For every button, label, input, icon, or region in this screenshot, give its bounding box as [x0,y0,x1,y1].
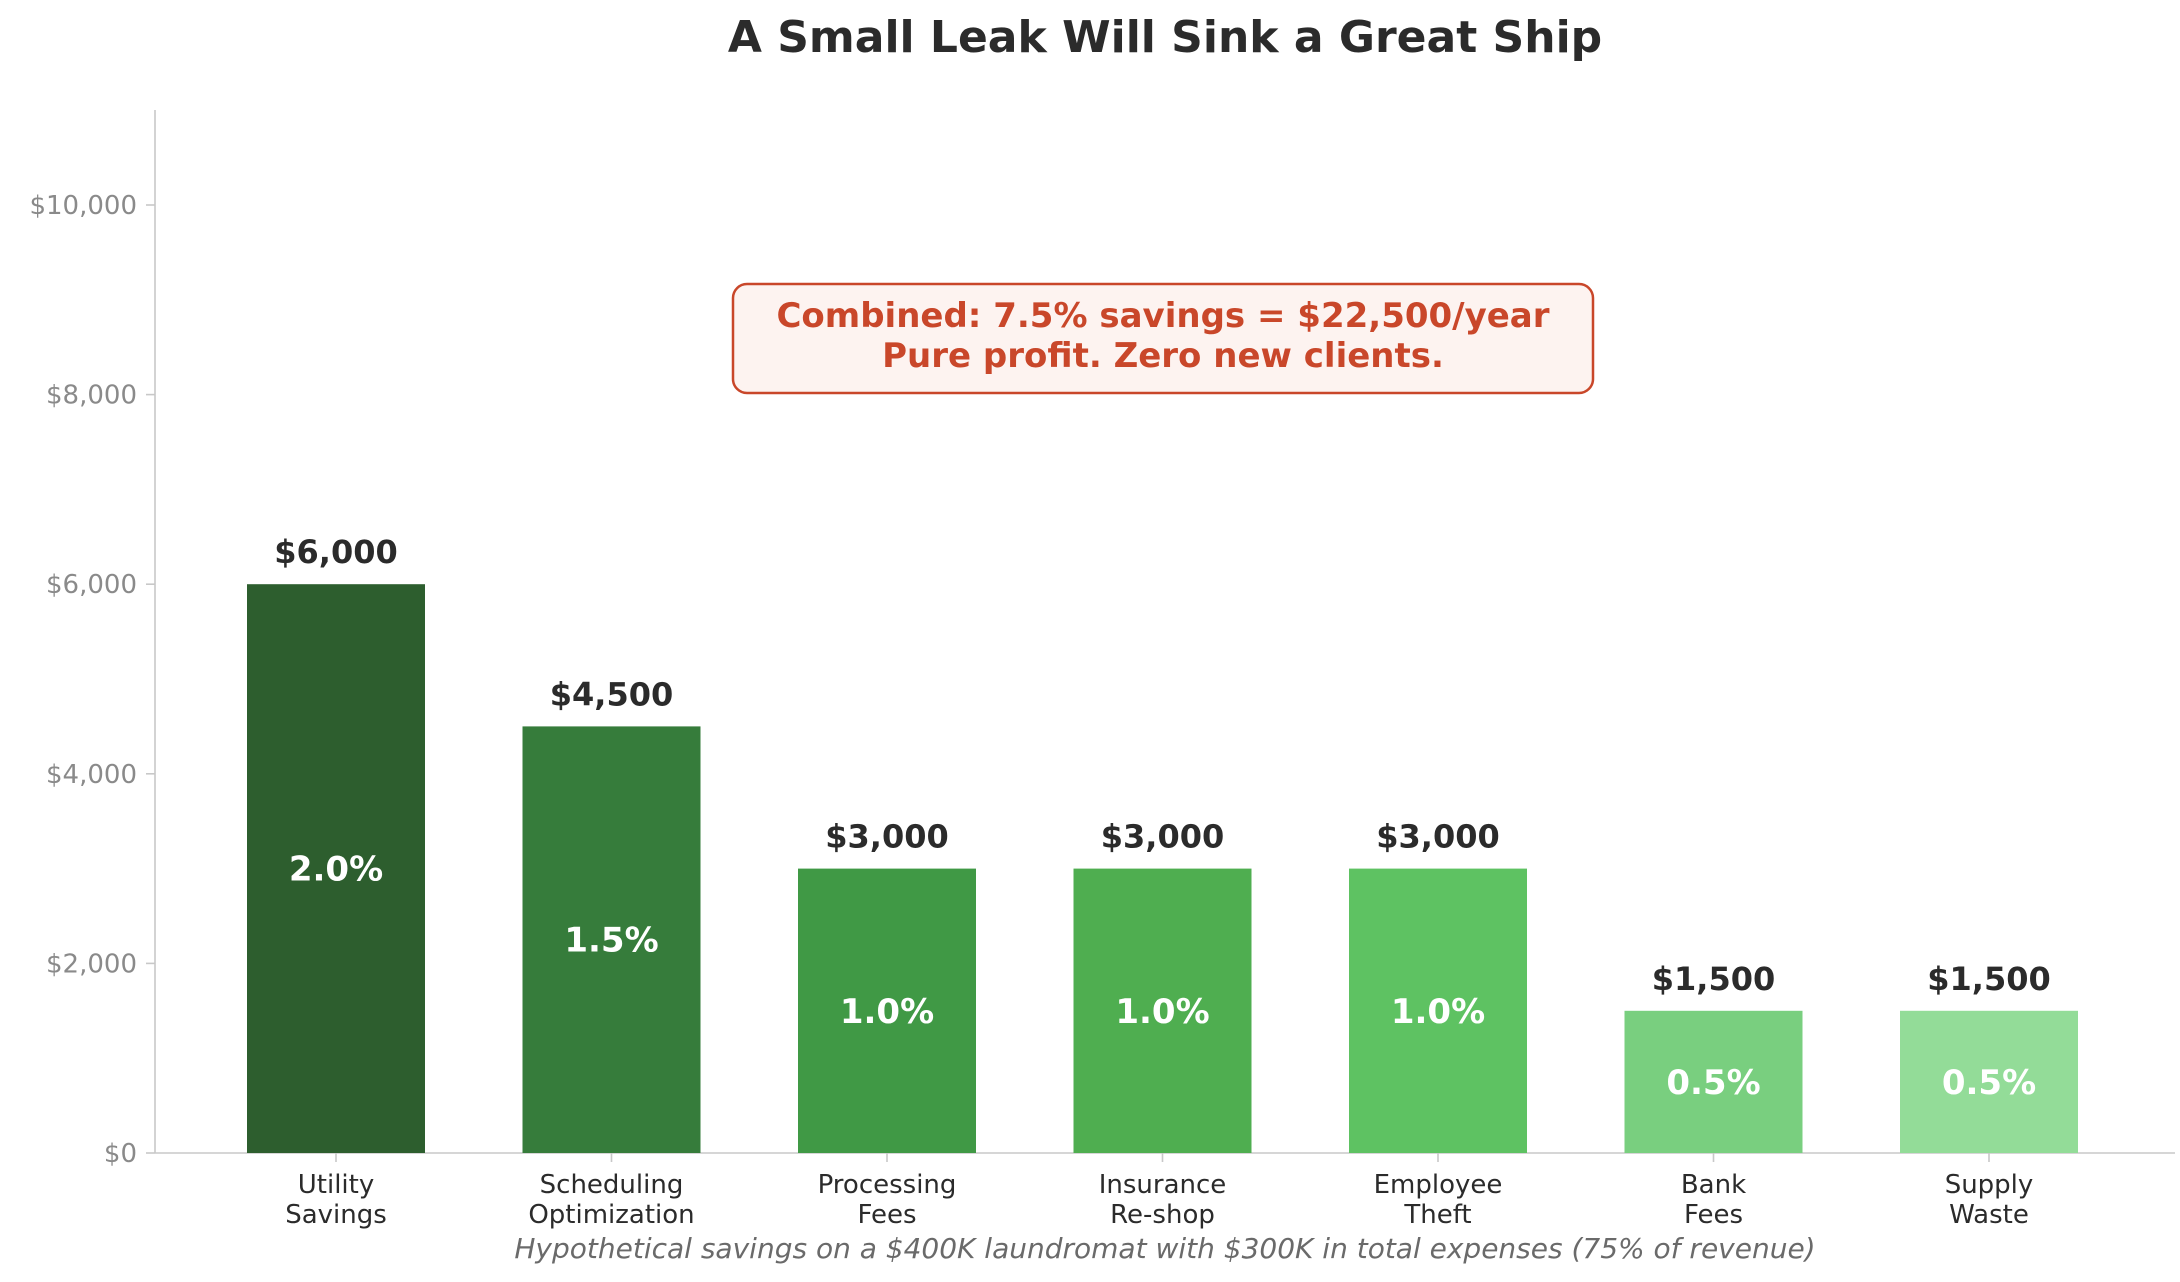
x-tick-label: Savings [285,1200,387,1230]
bar-percent-label: 1.0% [1391,992,1485,1032]
bar-value-label: $1,500 [1652,960,1775,998]
chart-title: A Small Leak Will Sink a Great Ship [728,12,1602,63]
footnote: Hypothetical savings on a $400K laundrom… [514,1232,1815,1265]
bar-value-label: $1,500 [1927,960,2050,998]
bar-value-label: $4,500 [550,675,673,713]
bar [247,584,425,1153]
bar-value-label: $6,000 [274,533,397,571]
bar-group: $3,000 1.0% [798,818,976,1153]
bar-percent-label: 0.5% [1942,1063,2036,1103]
bar [1900,1010,2078,1153]
y-axis: $0 $2,000 $4,000 $6,000 $8,000 $10,000 [29,110,156,1169]
x-tick-label: Fees [857,1200,916,1230]
bar-group: $1,500 0.5% [1624,960,1803,1153]
bar-group: $6,000 2.0% [247,533,425,1153]
x-tick-label: Scheduling [540,1170,684,1200]
x-tick-label: Processing [818,1170,957,1200]
annotation-line-2: Pure profit. Zero new clients. [882,336,1444,376]
x-tick-label: Fees [1684,1200,1743,1230]
bar-group: $1,500 0.5% [1900,960,2078,1153]
bar [1073,868,1252,1153]
x-tick-label: Theft [1403,1200,1471,1230]
x-tick-label: Bank [1681,1170,1746,1200]
x-tick-label: Employee [1374,1170,1503,1200]
y-tick-label: $0 [104,1139,137,1169]
bar-value-label: $3,000 [1101,818,1224,856]
x-tick-label: Insurance [1099,1170,1227,1200]
x-tick-label: Optimization [528,1200,694,1230]
bar [798,868,976,1153]
bar-percent-label: 1.0% [1115,992,1209,1032]
annotation-frame [731,282,1595,395]
annotation-line-1: Combined: 7.5% savings = $22,500/year [776,296,1549,336]
bar-percent-label: 1.0% [840,992,934,1032]
bars: $6,000 2.0% $4,500 1.5% $3,000 1.0% $3,000 1.0%… [247,533,2078,1153]
bar [1349,868,1527,1153]
bar-percent-label: 1.5% [564,921,658,961]
bar-percent-label: 2.0% [289,850,383,890]
y-tick-label: $10,000 [29,191,137,221]
bar-percent-label: 0.5% [1666,1063,1760,1103]
x-tick-label: Waste [1949,1200,2029,1230]
y-tick-label: $6,000 [46,570,137,600]
bar-group: $4,500 1.5% [522,675,701,1153]
annotation-box: Combined: 7.5% savings = $22,500/year Pu… [731,282,1595,395]
x-tick-label: Utility [298,1170,374,1200]
y-tick-label: $2,000 [46,949,137,979]
bar-value-label: $3,000 [825,818,948,856]
x-tick-label: Re-shop [1110,1200,1215,1230]
bar [522,726,701,1153]
bar-value-label: $3,000 [1376,818,1499,856]
bar [1624,1010,1803,1153]
x-tick-label: Supply [1945,1170,2034,1200]
y-tick-label: $4,000 [46,760,137,790]
y-tick-label: $8,000 [46,381,137,411]
bar-group: $3,000 1.0% [1073,818,1252,1153]
bar-group: $3,000 1.0% [1349,818,1527,1153]
